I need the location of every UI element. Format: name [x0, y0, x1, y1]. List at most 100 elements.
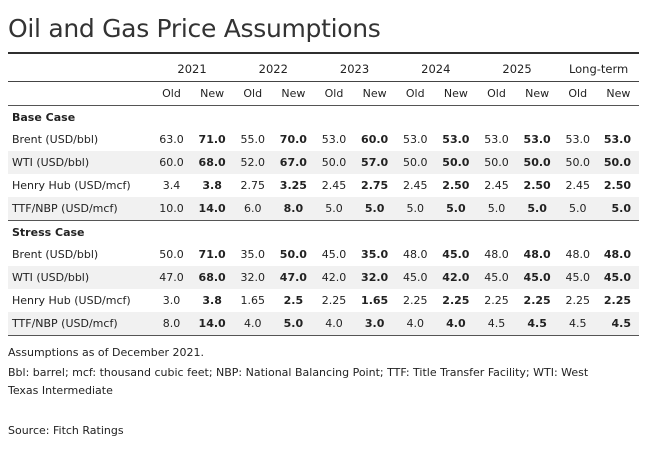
old-value: 32.0	[232, 266, 273, 289]
old-value: 4.0	[313, 312, 355, 336]
row-label: Brent (USD/bbl)	[12, 133, 99, 146]
header-blank	[8, 82, 151, 106]
old-value: 2.25	[484, 294, 509, 307]
new-value: 45.0	[442, 248, 470, 261]
new-value: 2.50	[523, 179, 551, 192]
old-value: 8.0	[151, 312, 192, 336]
old-value: 53.0	[403, 133, 428, 146]
old-value: 2.25	[565, 294, 591, 307]
old-value: 50.0	[313, 151, 355, 174]
old-value: 4.0	[232, 312, 273, 336]
old-value: 63.0	[159, 133, 184, 146]
old-value: 1.65	[240, 294, 266, 307]
new-header: New	[200, 87, 225, 100]
year-header: 2022	[232, 56, 314, 82]
year-header: 2023	[313, 56, 396, 82]
old-value: 50.0	[557, 151, 598, 174]
new-value: 2.25	[603, 294, 631, 307]
new-value: 3.8	[202, 294, 222, 307]
year-header-row: 2021 2022 2023 2024 2025 Long-term	[8, 56, 639, 82]
section-label: Stress Case	[8, 220, 639, 243]
new-value: 45.0	[597, 266, 639, 289]
new-value: 4.5	[516, 312, 558, 336]
new-value: 14.0	[191, 197, 233, 221]
section-header-stress-case: Stress Case	[8, 220, 639, 243]
new-value: 47.0	[272, 266, 314, 289]
new-value: 2.5	[283, 294, 304, 307]
new-value: 32.0	[354, 266, 396, 289]
new-value: 67.0	[272, 151, 314, 174]
old-header: Old	[324, 87, 344, 100]
old-value: 4.5	[557, 312, 598, 336]
old-value: 53.0	[321, 133, 347, 146]
new-value: 48.0	[523, 248, 551, 261]
new-value: 2.50	[442, 179, 470, 192]
row-label: WTI (USD/bbl)	[8, 266, 152, 289]
new-value: 70.0	[279, 133, 307, 146]
new-value: 42.0	[435, 266, 477, 289]
old-value: 53.0	[484, 133, 509, 146]
old-value: 4.0	[395, 312, 436, 336]
old-value: 50.0	[395, 151, 436, 174]
new-header: New	[281, 87, 306, 100]
table-row: WTI (USD/bbl) 47.0 68.0 32.0 47.0 42.0 3…	[8, 266, 639, 289]
old-header: Old	[487, 87, 506, 100]
new-value: 5.0	[597, 197, 639, 221]
old-value: 50.0	[159, 248, 184, 261]
new-value: 5.0	[435, 197, 477, 221]
old-new-header-row: Old New Old New Old New Old New Old New …	[8, 82, 639, 106]
old-header: Old	[405, 87, 425, 100]
old-value: 45.0	[395, 266, 436, 289]
new-value: 5.0	[516, 197, 558, 221]
new-value: 4.0	[435, 312, 477, 336]
new-value: 48.0	[603, 248, 631, 261]
table-row: Brent (USD/bbl) 63.0 71.0 55.0 70.0 53.0…	[8, 128, 639, 151]
row-label: Henry Hub (USD/mcf)	[12, 179, 131, 192]
old-value: 48.0	[484, 248, 509, 261]
table-row: WTI (USD/bbl) 60.0 68.0 52.0 67.0 50.0 5…	[8, 151, 639, 174]
row-label: TTF/NBP (USD/mcf)	[8, 312, 152, 336]
new-value: 2.75	[361, 179, 389, 192]
new-header: New	[443, 87, 468, 100]
new-value: 5.0	[272, 312, 314, 336]
old-value: 5.0	[395, 197, 436, 221]
table-bottom-rule	[8, 335, 639, 336]
old-value: 60.0	[151, 151, 192, 174]
section-label: Base Case	[8, 105, 639, 128]
old-value: 50.0	[476, 151, 517, 174]
new-value: 50.0	[279, 248, 307, 261]
row-label: Henry Hub (USD/mcf)	[12, 294, 131, 307]
new-value: 68.0	[191, 266, 233, 289]
new-value: 60.0	[361, 133, 389, 146]
page-title: Oil and Gas Price Assumptions	[8, 14, 381, 43]
old-value: 47.0	[151, 266, 192, 289]
old-header: Old	[162, 87, 181, 100]
old-value: 48.0	[565, 248, 591, 261]
old-value: 53.0	[565, 133, 591, 146]
new-value: 8.0	[272, 197, 314, 221]
old-value: 52.0	[232, 151, 273, 174]
section-header-base-case: Base Case	[8, 105, 639, 128]
new-value: 2.50	[603, 179, 631, 192]
old-value: 10.0	[151, 197, 192, 221]
new-value: 2.25	[523, 294, 551, 307]
old-value: 2.25	[321, 294, 347, 307]
new-value: 71.0	[198, 248, 226, 261]
new-value: 50.0	[597, 151, 639, 174]
new-value: 68.0	[191, 151, 233, 174]
old-value: 2.75	[240, 179, 266, 192]
old-value: 5.0	[476, 197, 517, 221]
new-value: 45.0	[516, 266, 558, 289]
old-value: 3.4	[162, 179, 181, 192]
new-value: 3.25	[279, 179, 307, 192]
new-value: 50.0	[435, 151, 477, 174]
new-value: 35.0	[361, 248, 389, 261]
new-value: 3.8	[202, 179, 222, 192]
old-value: 45.0	[557, 266, 598, 289]
new-value: 5.0	[354, 197, 396, 221]
old-value: 55.0	[240, 133, 266, 146]
year-header: 2024	[394, 56, 477, 82]
old-header: Old	[568, 87, 588, 100]
new-value: 14.0	[191, 312, 233, 336]
old-value: 2.45	[565, 179, 591, 192]
